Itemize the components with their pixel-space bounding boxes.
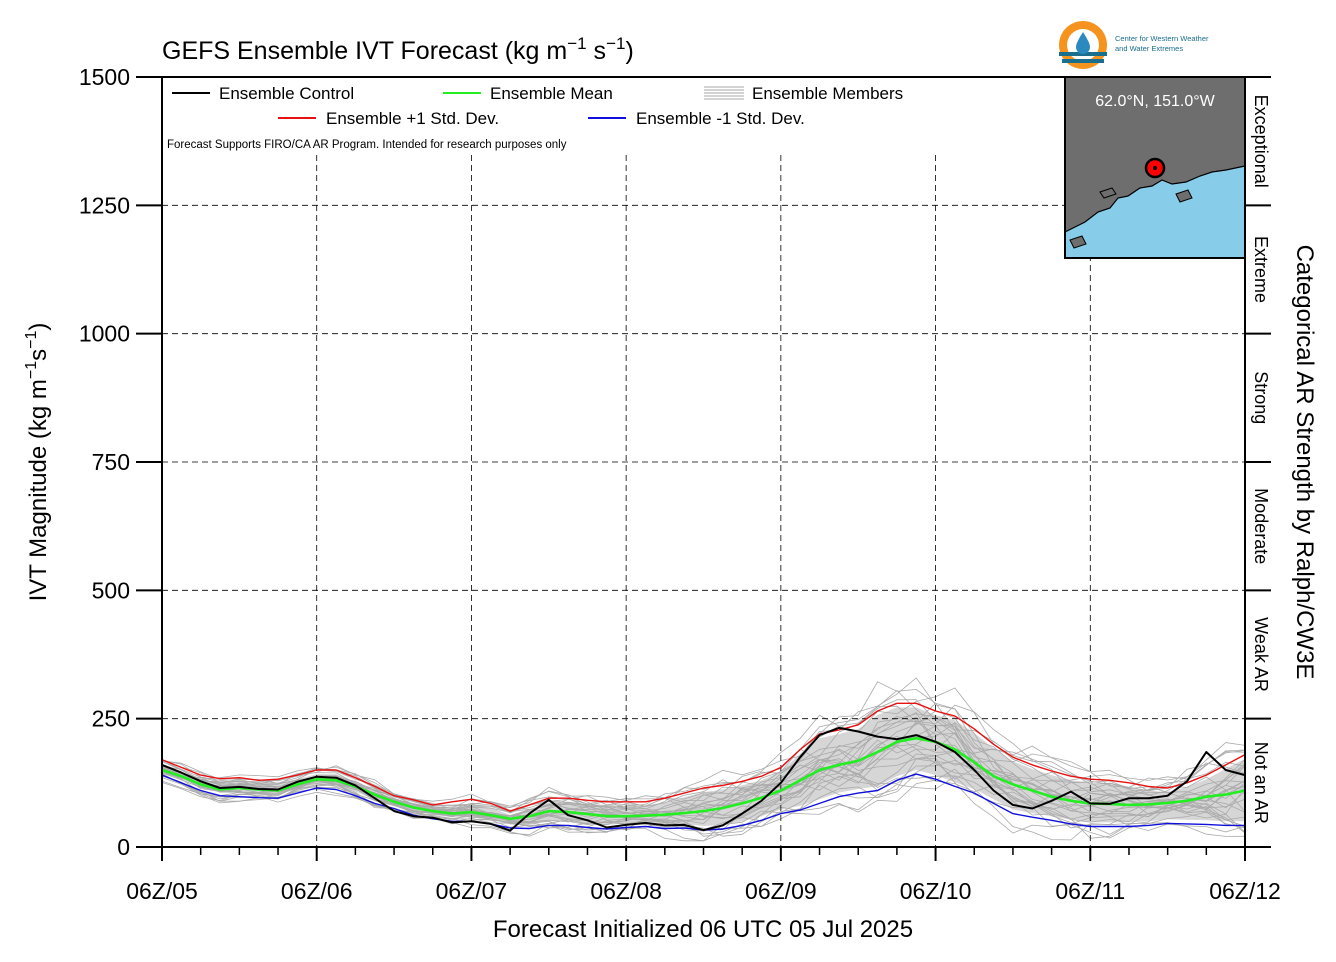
ensemble-spread-band <box>162 707 1245 826</box>
x-axis-title: Forecast Initialized 06 UTC 05 Jul 2025 <box>493 916 913 943</box>
inset-map-water <box>1065 166 1245 258</box>
legend-members-label: Ensemble Members <box>752 84 903 103</box>
series-lines <box>161 702 1246 832</box>
ensemble-member-line <box>161 677 1246 808</box>
ensemble-member-line <box>161 772 1246 839</box>
y-axis-title: IVT Magnitude (kg m−1s−1) <box>23 323 52 602</box>
logo-text-line-1: Center for Western Weather <box>1115 34 1209 43</box>
plus-std-line <box>161 702 1246 812</box>
y-tick-label: 1500 <box>79 64 130 90</box>
right-axis-title: Categorical AR Strength by Ralph/CW3E <box>1291 245 1318 680</box>
y-tick-label: 0 <box>117 834 130 860</box>
ensemble-member-line <box>161 687 1246 814</box>
grid-lines <box>162 155 1245 847</box>
x-tick-label: 06Z/09 <box>745 878 817 904</box>
legend-mean-label: Ensemble Mean <box>490 84 613 103</box>
y-tick-label: 750 <box>92 449 130 475</box>
chart-title: GEFS Ensemble IVT Forecast (kg m−1 s−1) <box>162 34 634 65</box>
research-note: Forecast Supports FIRO/CA AR Program. In… <box>167 139 567 151</box>
x-tick-label: 06Z/10 <box>900 878 972 904</box>
inset-location-label: 62.0°N, 151.0°W <box>1095 93 1215 110</box>
legend-control-label: Ensemble Control <box>219 84 354 103</box>
y-tick-label: 1250 <box>79 192 130 218</box>
category-label: Weak AR <box>1251 617 1271 692</box>
ensemble-member-line <box>161 721 1246 821</box>
category-label: Extreme <box>1251 236 1271 303</box>
tick-labels: 0 250 500 750 1000 1250 1500 06Z/05 06Z/06 06Z/07… <box>79 64 1281 904</box>
x-tick-label: 06Z/07 <box>436 878 508 904</box>
category-label: Not an AR <box>1251 742 1271 824</box>
legend-minus-std-label: Ensemble -1 Std. Dev. <box>636 109 805 128</box>
ensemble-members <box>161 677 1246 842</box>
ensemble-member-line <box>161 773 1246 835</box>
category-label: Exceptional <box>1251 95 1271 188</box>
ensemble-envelope <box>162 707 1245 826</box>
ensemble-control-line <box>161 726 1246 832</box>
x-tick-label: 06Z/06 <box>281 878 353 904</box>
category-labels: Not an AR Weak AR Moderate Strong Extreme Exc… <box>1251 95 1271 824</box>
ensemble-member-line <box>161 722 1246 815</box>
legend-members-swatch <box>704 86 744 100</box>
x-tick-label: 06Z/08 <box>590 878 662 904</box>
inset-map: 62.0°N, 151.0°W <box>1064 76 1246 259</box>
logo-text-line-2: and Water Extremes <box>1115 44 1183 53</box>
x-tick-label: 06Z/11 <box>1055 878 1125 904</box>
y-tick-label: 1000 <box>79 321 130 347</box>
y-tick-label: 250 <box>92 706 130 732</box>
cw3e-logo: Center for Western Weather and Water Ext… <box>1059 21 1209 69</box>
category-label: Strong <box>1251 371 1271 424</box>
ensemble-mean-line <box>161 736 1246 821</box>
legend-plus-std-label: Ensemble +1 Std. Dev. <box>326 109 499 128</box>
ensemble-member-line <box>161 711 1246 819</box>
category-label: Moderate <box>1251 488 1271 564</box>
ensemble-member-line <box>161 689 1246 811</box>
x-tick-label: 06Z/12 <box>1209 878 1281 904</box>
x-tick-label: 06Z/05 <box>126 878 198 904</box>
ensemble-member-line <box>161 681 1246 809</box>
legend: Ensemble Control Ensemble Mean Ensemble … <box>172 84 903 128</box>
y-tick-label: 500 <box>92 577 130 603</box>
